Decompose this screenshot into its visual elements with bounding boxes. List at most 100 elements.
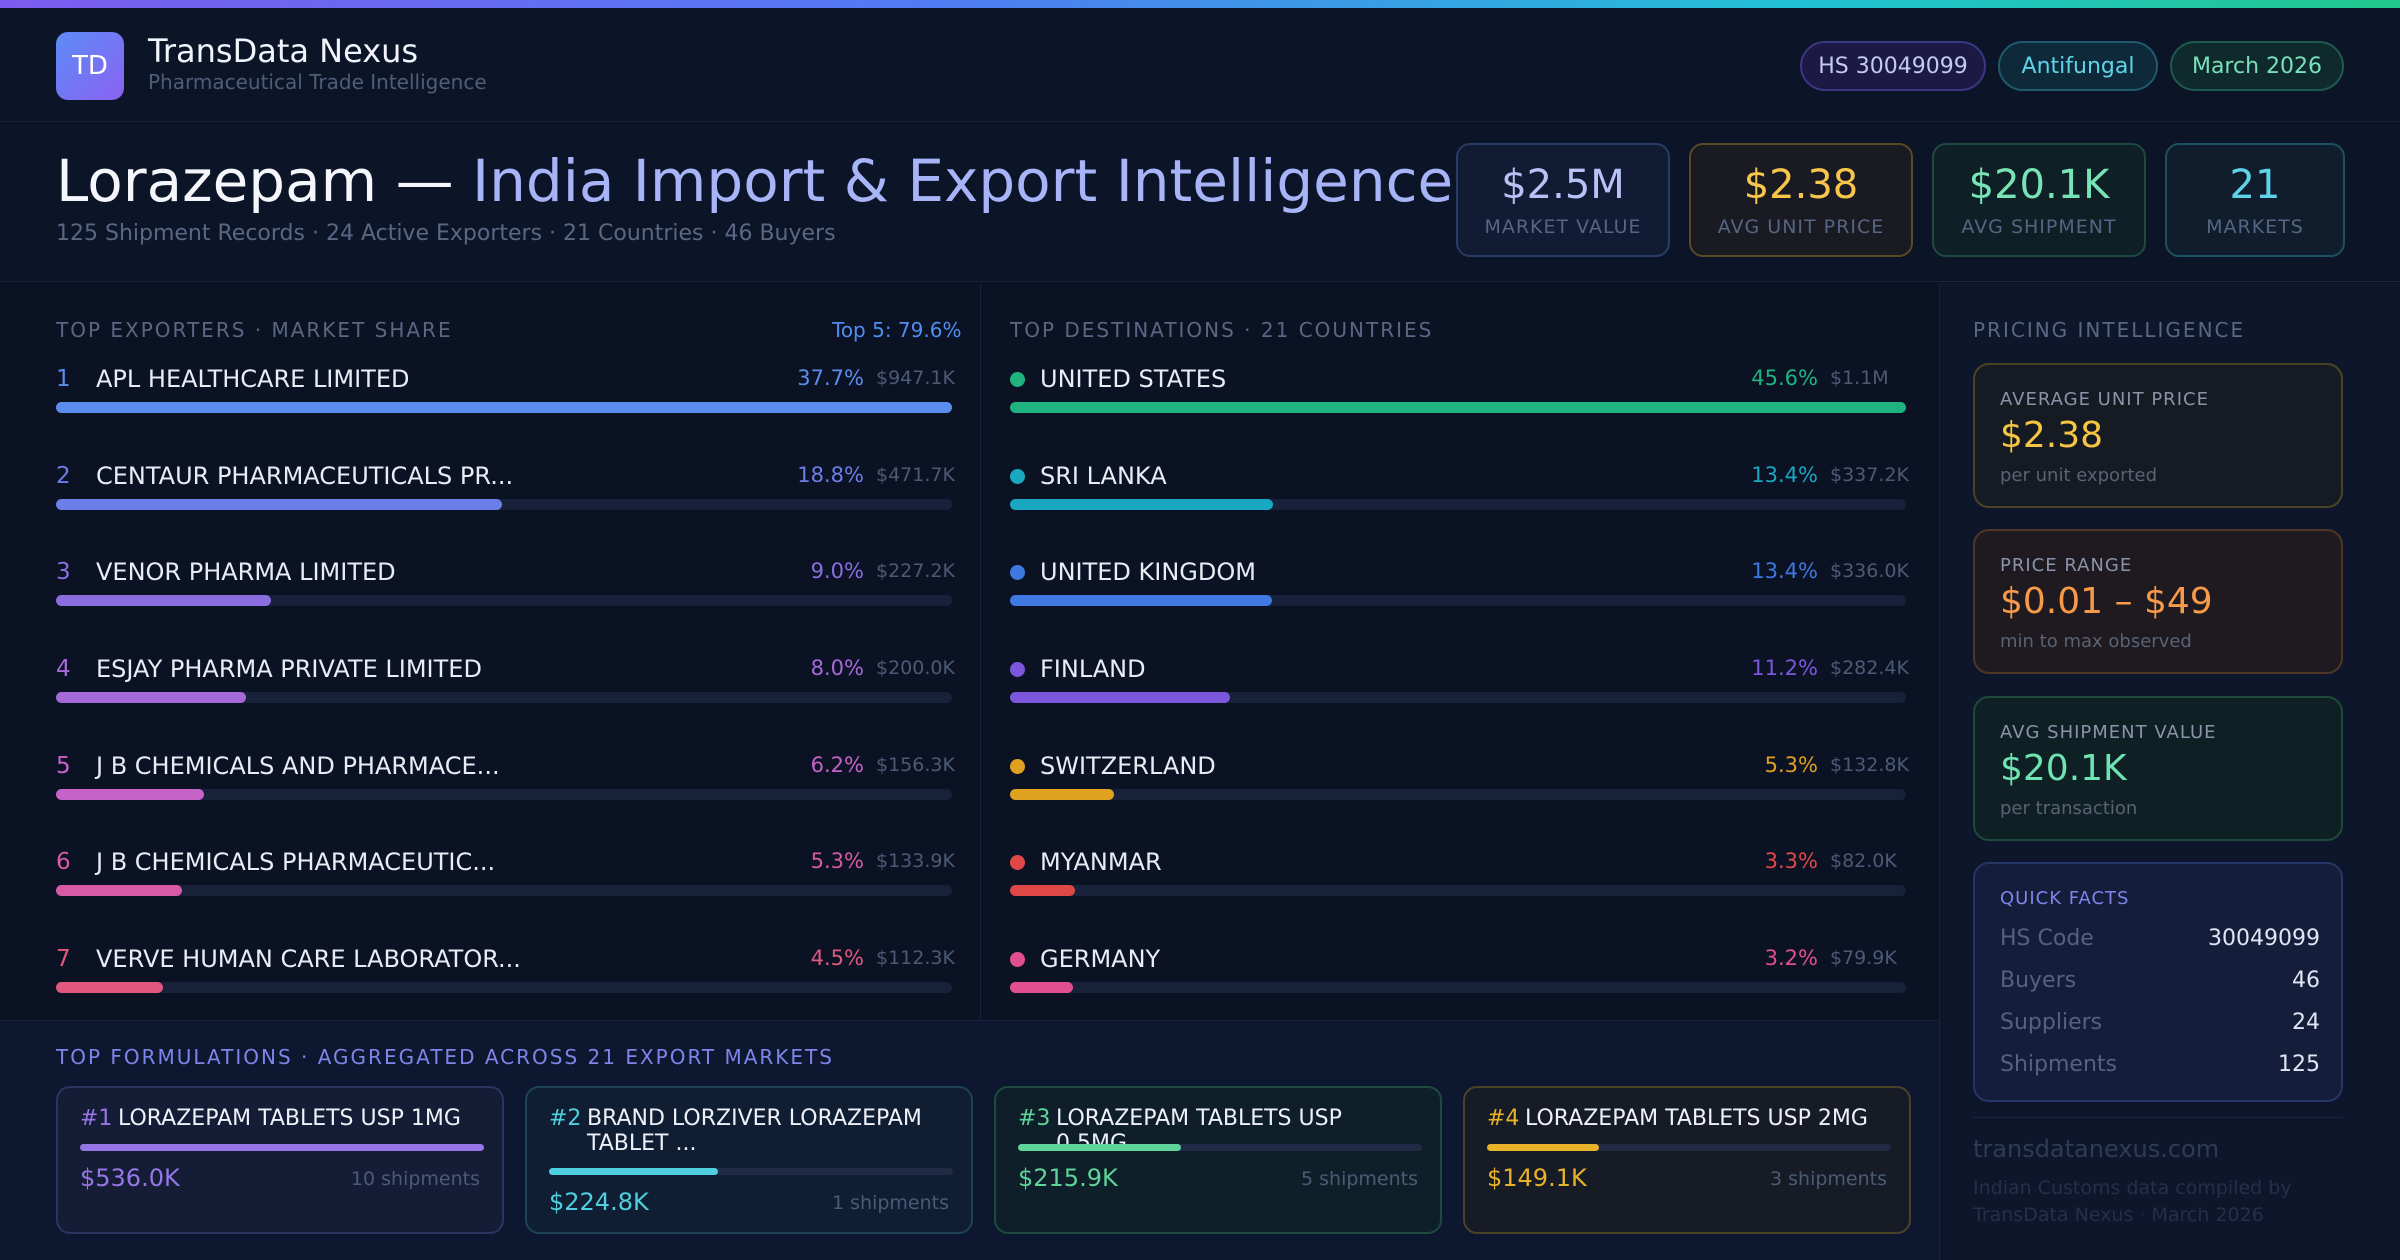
destination-row[interactable]: GERMANY 3.2% $79.9K: [1010, 940, 1906, 1010]
exporter-rank: 2: [56, 463, 71, 489]
quick-facts-title: QUICK FACTS: [2000, 888, 2130, 909]
exporter-name: J B CHEMICALS PHARMACEUTIC...: [96, 848, 496, 876]
formulation-rank: #1: [80, 1106, 113, 1131]
share-bar-track: [56, 595, 952, 606]
exporter-row[interactable]: 3 VENOR PHARMA LIMITED 9.0% $227.2K: [56, 553, 955, 623]
footer-site[interactable]: transdatanexus.com: [1973, 1135, 2220, 1163]
formulation-bar-fill: [1487, 1144, 1600, 1151]
footer-note-line2: TransData Nexus · March 2026: [1973, 1204, 2264, 1226]
formulation-shipments: 10 shipments: [350, 1168, 480, 1190]
exporter-name: APL HEALTHCARE LIMITED: [96, 365, 410, 393]
exporter-share-pct: 8.0%: [810, 656, 864, 680]
exporter-amount: $471.7K: [876, 464, 955, 486]
avg-unit-price-card: AVERAGE UNIT PRICE $2.38 per unit export…: [1973, 363, 2343, 508]
destination-name: UNITED KINGDOM: [1040, 558, 1256, 586]
destination-amount: $336.0K: [1830, 560, 1909, 582]
accent-top-line: [0, 0, 2400, 8]
kpi-label: AVG SHIPMENT: [1961, 216, 2117, 238]
exporter-rank: 4: [56, 656, 71, 682]
exporter-rank: 5: [56, 753, 71, 779]
formulation-card[interactable]: #2 BRAND LORZIVER LORAZEPAM TABLET ... $22…: [525, 1086, 973, 1234]
avg-shipment-card: AVG SHIPMENT VALUE $20.1K per transactio…: [1973, 696, 2343, 841]
exporter-row[interactable]: 7 VERVE HUMAN CARE LABORATOR... 4.5% $112.3…: [56, 940, 955, 1010]
fact-value: 30049099: [2208, 926, 2320, 951]
kpi-avg-unit-price: $2.38 AVG UNIT PRICE: [1689, 143, 1913, 257]
card-label: AVG SHIPMENT VALUE: [2000, 722, 2217, 743]
kpi-label: AVG UNIT PRICE: [1717, 216, 1885, 238]
formulation-card[interactable]: #4 LORAZEPAM TABLETS USP 2MG $149.1K 3 ship…: [1463, 1086, 1911, 1234]
destination-share-pct: 3.2%: [1764, 946, 1818, 970]
hs-code-pill[interactable]: HS 30049099: [1800, 41, 1986, 91]
destination-amount: $132.8K: [1830, 754, 1909, 776]
app-header: TD TransData Nexus Pharmaceutical Trade …: [0, 8, 2400, 122]
destination-row[interactable]: UNITED KINGDOM 13.4% $336.0K: [1010, 553, 1909, 623]
kpi-market-value: $2.5M MARKET VALUE: [1456, 143, 1670, 257]
share-bar-fill: [1010, 885, 1075, 896]
destination-share-pct: 13.4%: [1751, 559, 1818, 583]
column-divider: [980, 283, 981, 1019]
exporter-name: VERVE HUMAN CARE LABORATOR...: [96, 945, 521, 973]
fact-value: 46: [2292, 968, 2320, 993]
page-subtitle: 125 Shipment Records · 24 Active Exporte…: [56, 221, 836, 246]
destination-amount: $79.9K: [1830, 947, 1897, 969]
date-pill[interactable]: March 2026: [2170, 41, 2344, 91]
brand-logo[interactable]: TD: [56, 32, 124, 100]
share-bar-track: [1010, 402, 1906, 413]
destination-amount: $82.0K: [1830, 850, 1897, 872]
price-range-card: PRICE RANGE $0.01 – $49 min to max obser…: [1973, 529, 2343, 674]
exporter-share-pct: 9.0%: [810, 559, 864, 583]
exporter-row[interactable]: 4 ESJAY PHARMA PRIVATE LIMITED 8.0% $200.0K: [56, 650, 955, 720]
hero-section: Lorazepam — India Import & Export Intell…: [0, 123, 2400, 282]
share-bar-track: [56, 982, 952, 993]
page-title: Lorazepam — India Import & Export Intell…: [56, 147, 1453, 215]
formulation-value: $536.0K: [80, 1164, 180, 1192]
country-dot-icon: [1010, 469, 1025, 484]
formulation-rank: #2: [549, 1106, 582, 1131]
share-bar-fill: [56, 595, 272, 606]
destination-amount: $1.1M: [1830, 367, 1889, 389]
exporter-row[interactable]: 2 CENTAUR PHARMACEUTICALS PR... 18.8% $471.…: [56, 457, 955, 527]
fact-value: 24: [2292, 1010, 2320, 1035]
pricing-sidebar: PRICING INTELLIGENCE AVERAGE UNIT PRICE …: [1939, 283, 2400, 1260]
exporter-rank: 3: [56, 559, 71, 585]
exporter-row[interactable]: 1 APL HEALTHCARE LIMITED 37.7% $947.1K: [56, 360, 955, 430]
destination-row[interactable]: SWITZERLAND 5.3% $132.8K: [1010, 747, 1909, 817]
kpi-label: MARKET VALUE: [1484, 216, 1642, 238]
destination-row[interactable]: MYANMAR 3.3% $82.0K: [1010, 843, 1906, 913]
card-label: AVERAGE UNIT PRICE: [2000, 389, 2209, 410]
share-bar-fill: [56, 499, 503, 510]
destination-row[interactable]: SRI LANKA 13.4% $337.2K: [1010, 457, 1909, 527]
share-bar-fill: [56, 982, 163, 993]
destination-share-pct: 3.3%: [1764, 849, 1818, 873]
fact-key: Shipments: [2000, 1052, 2117, 1077]
exporter-name: J B CHEMICALS AND PHARMACE...: [96, 752, 500, 780]
country-dot-icon: [1010, 565, 1025, 580]
destination-row[interactable]: UNITED STATES 45.6% $1.1M: [1010, 360, 1906, 430]
formulation-bar-track: [549, 1168, 953, 1175]
fact-value: 125: [2278, 1052, 2320, 1077]
formulation-bar-track: [1018, 1144, 1422, 1151]
formulation-value: $149.1K: [1487, 1164, 1587, 1192]
exporter-row[interactable]: 5 J B CHEMICALS AND PHARMACE... 6.2% $156.3…: [56, 747, 955, 817]
formulation-bar-fill: [549, 1168, 719, 1175]
formulation-value: $215.9K: [1018, 1164, 1118, 1192]
formulation-name: LORAZEPAM TABLETS USP 1MG: [118, 1106, 461, 1131]
category-pill[interactable]: Antifungal: [1998, 41, 2158, 91]
card-caption: per unit exported: [2000, 465, 2158, 486]
footer-divider: [1973, 1117, 2343, 1118]
formulation-shipments: 5 shipments: [1301, 1168, 1418, 1190]
fact-key: HS Code: [2000, 926, 2094, 951]
exporter-share-pct: 6.2%: [810, 753, 864, 777]
destination-name: MYANMAR: [1040, 848, 1162, 876]
formulation-card[interactable]: #1 LORAZEPAM TABLETS USP 1MG $536.0K 10 shi…: [56, 1086, 504, 1234]
exporter-row[interactable]: 6 J B CHEMICALS PHARMACEUTIC... 5.3% $133.9…: [56, 843, 955, 913]
share-bar-fill: [1010, 789, 1114, 800]
share-bar-fill: [56, 692, 246, 703]
fact-key: Buyers: [2000, 968, 2077, 993]
destination-row[interactable]: FINLAND 11.2% $282.4K: [1010, 650, 1909, 720]
kpi-label: MARKETS: [2206, 216, 2304, 238]
destination-name: SRI LANKA: [1040, 462, 1167, 490]
exporter-name: ESJAY PHARMA PRIVATE LIMITED: [96, 655, 482, 683]
share-bar-track: [1010, 982, 1906, 993]
